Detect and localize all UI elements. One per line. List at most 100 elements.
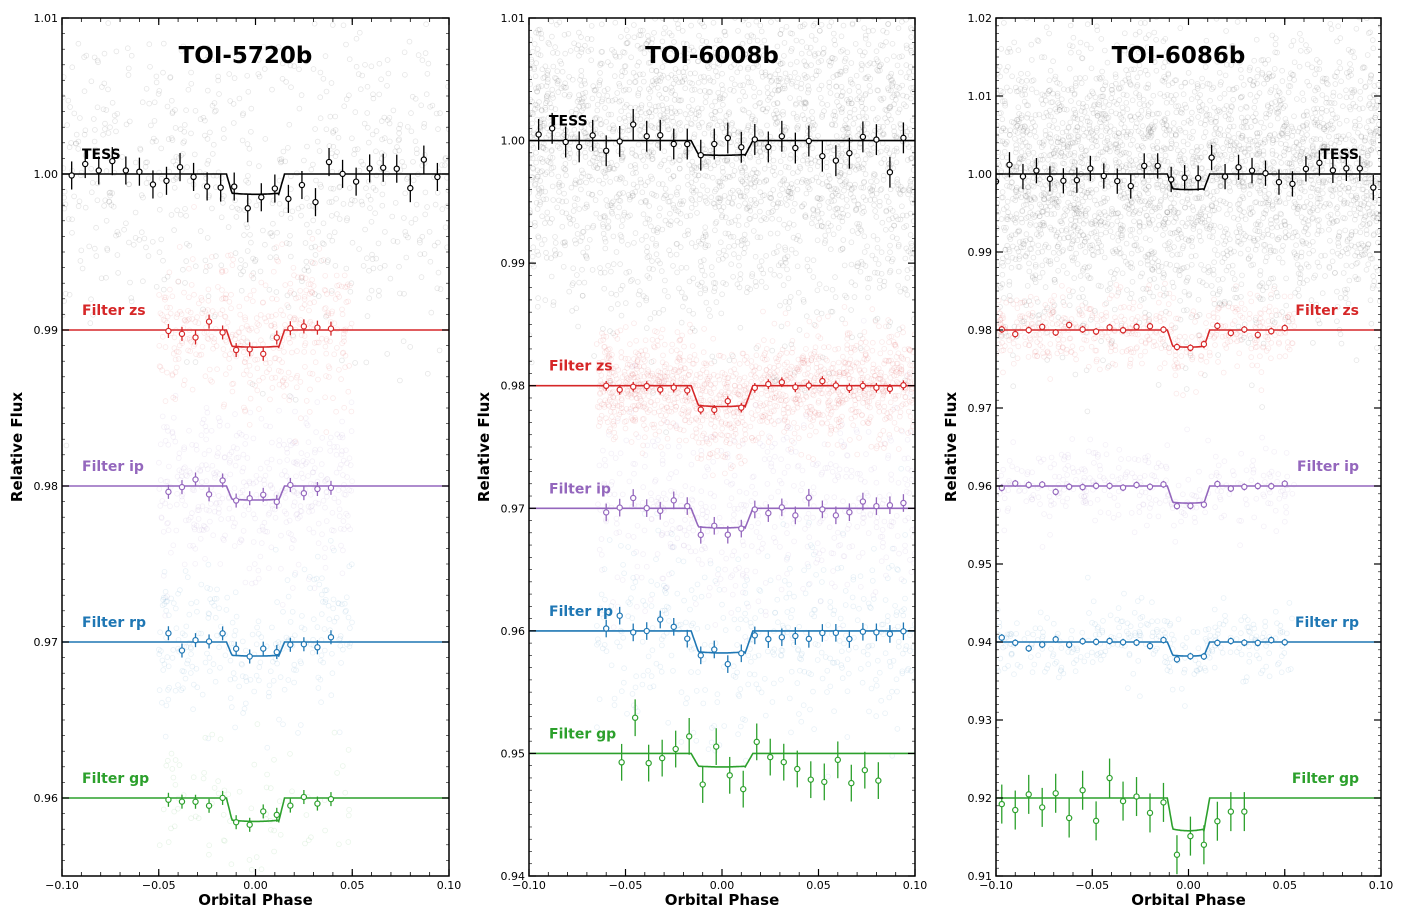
raw-point [875, 68, 881, 74]
raw-point [828, 55, 835, 61]
raw-point [287, 314, 293, 320]
raw-point [256, 664, 263, 670]
raw-point [384, 83, 390, 89]
raw-point [599, 13, 604, 18]
raw-point [678, 264, 685, 271]
raw-point [297, 379, 304, 385]
y-tick-label: 1.01 [34, 12, 59, 25]
raw-point [731, 168, 738, 174]
raw-point [807, 166, 814, 173]
raw-point [318, 461, 325, 467]
raw-point [175, 805, 181, 812]
raw-point [264, 528, 271, 535]
raw-point [62, 188, 68, 195]
raw-point [319, 435, 326, 441]
raw-point [89, 180, 96, 186]
raw-point [670, 8, 675, 13]
raw-point [632, 162, 638, 168]
raw-point [904, 128, 911, 135]
raw-point [787, 155, 793, 162]
raw-point [715, 195, 721, 202]
raw-point [291, 489, 297, 495]
raw-point [227, 818, 233, 824]
raw-point [709, 272, 715, 278]
raw-point [266, 682, 273, 689]
raw-point [295, 515, 301, 522]
raw-point [607, 202, 613, 209]
raw-point [808, 220, 815, 227]
raw-point [337, 633, 344, 639]
raw-point [262, 315, 268, 322]
raw-point [91, 116, 97, 122]
raw-point [675, 97, 682, 103]
raw-point [804, 123, 811, 129]
raw-point [212, 678, 219, 685]
raw-point [892, 96, 899, 103]
raw-point [580, 229, 586, 235]
raw-point [282, 207, 289, 214]
raw-point [605, 111, 612, 118]
raw-point [887, 73, 894, 80]
raw-point [666, 247, 672, 254]
binned-point [205, 802, 213, 809]
raw-point [903, 245, 910, 252]
raw-point [711, 285, 718, 291]
raw-point [600, 326, 606, 332]
raw-point [235, 329, 242, 335]
raw-point [874, 315, 881, 322]
binned-point [217, 184, 224, 191]
raw-point [764, 84, 771, 91]
raw-point [192, 545, 199, 552]
raw-point [720, 169, 726, 175]
raw-point [719, 425, 725, 432]
raw-point [739, 179, 746, 185]
raw-point [665, 126, 671, 133]
raw-point [618, 312, 625, 319]
raw-point [618, 73, 625, 79]
raw-point [908, 265, 914, 272]
raw-point [277, 674, 284, 680]
raw-point [755, 158, 762, 165]
raw-point [162, 438, 169, 444]
raw-point [627, 194, 633, 201]
raw-point [150, 239, 156, 245]
raw-point [168, 750, 175, 757]
raw-point [893, 90, 900, 97]
raw-point [768, 209, 775, 216]
raw-point [300, 458, 307, 464]
raw-point [298, 508, 305, 515]
raw-point [888, 116, 894, 123]
raw-point [742, 93, 748, 100]
raw-point [215, 509, 222, 516]
raw-point [339, 311, 346, 318]
raw-point [862, 75, 869, 81]
binned-point [287, 802, 294, 809]
raw-point [777, 76, 784, 82]
raw-point [385, 70, 392, 77]
binned-point [163, 177, 170, 185]
raw-point [279, 601, 286, 608]
raw-point [247, 292, 254, 299]
raw-point [706, 306, 712, 313]
raw-point [688, 22, 694, 29]
raw-point [689, 343, 696, 349]
raw-point [901, 224, 907, 231]
raw-point [306, 409, 313, 415]
raw-point [305, 281, 312, 288]
raw-point [676, 108, 683, 115]
raw-point [125, 72, 132, 78]
raw-point [534, 12, 539, 17]
raw-point [728, 64, 734, 70]
raw-point [156, 363, 163, 370]
raw-point [573, 223, 580, 229]
raw-point [692, 115, 699, 122]
raw-point [299, 613, 305, 619]
raw-point [859, 103, 865, 110]
raw-point [278, 156, 285, 162]
raw-point [337, 635, 344, 642]
raw-point [779, 85, 786, 92]
raw-point [279, 76, 286, 82]
raw-point [861, 233, 868, 240]
raw-point [774, 18, 781, 22]
raw-point [280, 377, 286, 384]
